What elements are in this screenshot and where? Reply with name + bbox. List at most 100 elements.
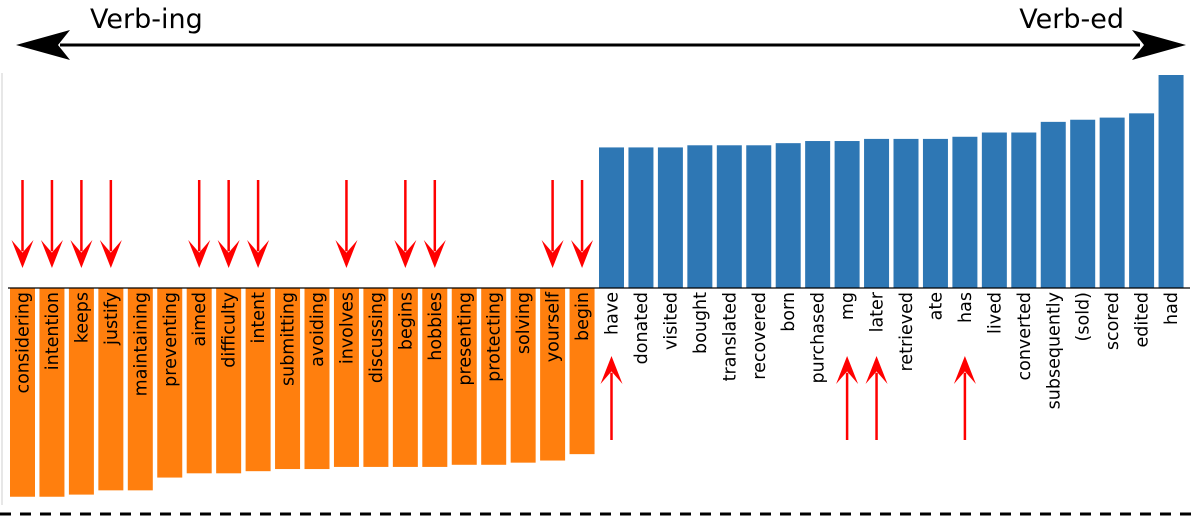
bar-label: difficulty (220, 292, 240, 368)
bar-presenting (451, 288, 477, 465)
bars-group (10, 75, 1184, 497)
bar-has (952, 136, 978, 288)
bar-considering (10, 288, 35, 497)
bar-purchased (805, 141, 831, 288)
bar-label: (sold) (1074, 292, 1094, 341)
bar-justify (98, 288, 124, 491)
bar-born (775, 143, 801, 288)
bar-label: aimed (190, 292, 210, 347)
up-arrow-icon (600, 356, 623, 440)
bar-label: discussing (367, 292, 387, 383)
bar-difficulty (216, 288, 242, 474)
bar-subsequently (1040, 121, 1066, 288)
bar-label: ate (926, 292, 946, 320)
bar-intent (245, 288, 271, 472)
bar-label: presenting (455, 292, 475, 386)
bar-translated (716, 145, 742, 288)
bar-begin (569, 288, 595, 455)
bar-donated (628, 147, 654, 288)
down-arrow-icon (70, 180, 93, 268)
bar-submitting (275, 288, 301, 470)
bar-discussing (363, 288, 389, 467)
up-arrow-icon (865, 356, 888, 440)
bar-solving (510, 288, 536, 463)
down-arrow-icon (394, 180, 417, 268)
bar-protecting (481, 288, 507, 465)
bar-label: begin (573, 292, 593, 341)
marker-arrows-group (11, 180, 976, 440)
bar-mg (834, 141, 860, 288)
bar-label: has (956, 292, 976, 323)
bar-label: visited (661, 292, 681, 350)
bar-avoiding (304, 288, 330, 470)
bar-keeps (68, 288, 94, 495)
down-arrow-icon (335, 180, 358, 268)
bar-label: maintaining (131, 292, 151, 396)
up-arrow-icon (836, 356, 859, 440)
down-arrow-icon (11, 180, 34, 268)
bar-label: justify (102, 292, 122, 346)
up-arrow-icon (953, 356, 976, 440)
down-arrow-icon (423, 180, 446, 268)
bar-aimed (186, 288, 212, 474)
bar-label: involves (337, 292, 357, 364)
bar-label: intention (43, 292, 63, 370)
bar-label: yourself (544, 291, 564, 362)
bar-label: subsequently (1044, 292, 1064, 409)
bar-label: retrieved (897, 292, 917, 372)
bar-labels-group: considering intention keeps justify maintain… (14, 291, 1183, 409)
bar-label: born (779, 292, 799, 332)
bar-label: edited (1133, 292, 1153, 347)
bar-edited (1129, 113, 1155, 288)
bar-later (864, 138, 890, 288)
bar-bought (687, 145, 713, 288)
bar-label: considering (14, 292, 34, 394)
verb-ing-label: Verb-ing (90, 4, 203, 35)
bar-intention (39, 288, 65, 497)
bar-label: intent (249, 292, 269, 344)
bar-retrieved (893, 138, 919, 288)
bar-have (599, 147, 624, 288)
bar-label: recovered (750, 292, 770, 380)
bar-involves (333, 288, 359, 467)
bar-ate (922, 138, 948, 288)
bar-label: avoiding (308, 292, 328, 367)
bar-sold (1070, 119, 1096, 288)
direction-arrow (16, 30, 1186, 60)
bar-label: submitting (279, 292, 299, 386)
bar-label: had (1162, 292, 1182, 325)
down-arrow-icon (99, 180, 122, 268)
bar-preventing (157, 288, 183, 478)
down-arrow-icon (247, 180, 270, 268)
down-arrow-icon (40, 180, 63, 268)
bar-label: translated (720, 292, 740, 381)
bar-label: purchased (809, 292, 829, 383)
bar-label: bought (691, 292, 711, 354)
bar-scored (1099, 117, 1125, 288)
bar-begins (392, 288, 418, 467)
down-arrow-icon (188, 180, 211, 268)
bar-label: donated (632, 292, 652, 364)
bar-label: mg (838, 292, 858, 320)
verb-ed-label: Verb-ed (1019, 4, 1124, 35)
bar-label: converted (1015, 292, 1035, 380)
bar-label: solving (514, 292, 534, 354)
bar-label: keeps (72, 292, 92, 343)
bar-label: hobbies (426, 292, 446, 361)
bar-maintaining (127, 288, 153, 491)
bar-converted (1011, 132, 1037, 288)
bar-label: later (868, 291, 888, 332)
bar-label: protecting (485, 292, 505, 382)
bar-lived (981, 132, 1007, 288)
bar-yourself (540, 288, 566, 461)
bar-hobbies (422, 288, 448, 467)
bar-label: have (603, 292, 623, 335)
bar-label: lived (985, 292, 1005, 334)
down-arrow-icon (571, 180, 594, 268)
bar-had (1158, 75, 1184, 288)
down-arrow-icon (217, 180, 240, 268)
bar-label: scored (1103, 292, 1123, 350)
arrow-left-head (16, 30, 70, 60)
bar-recovered (746, 145, 772, 288)
